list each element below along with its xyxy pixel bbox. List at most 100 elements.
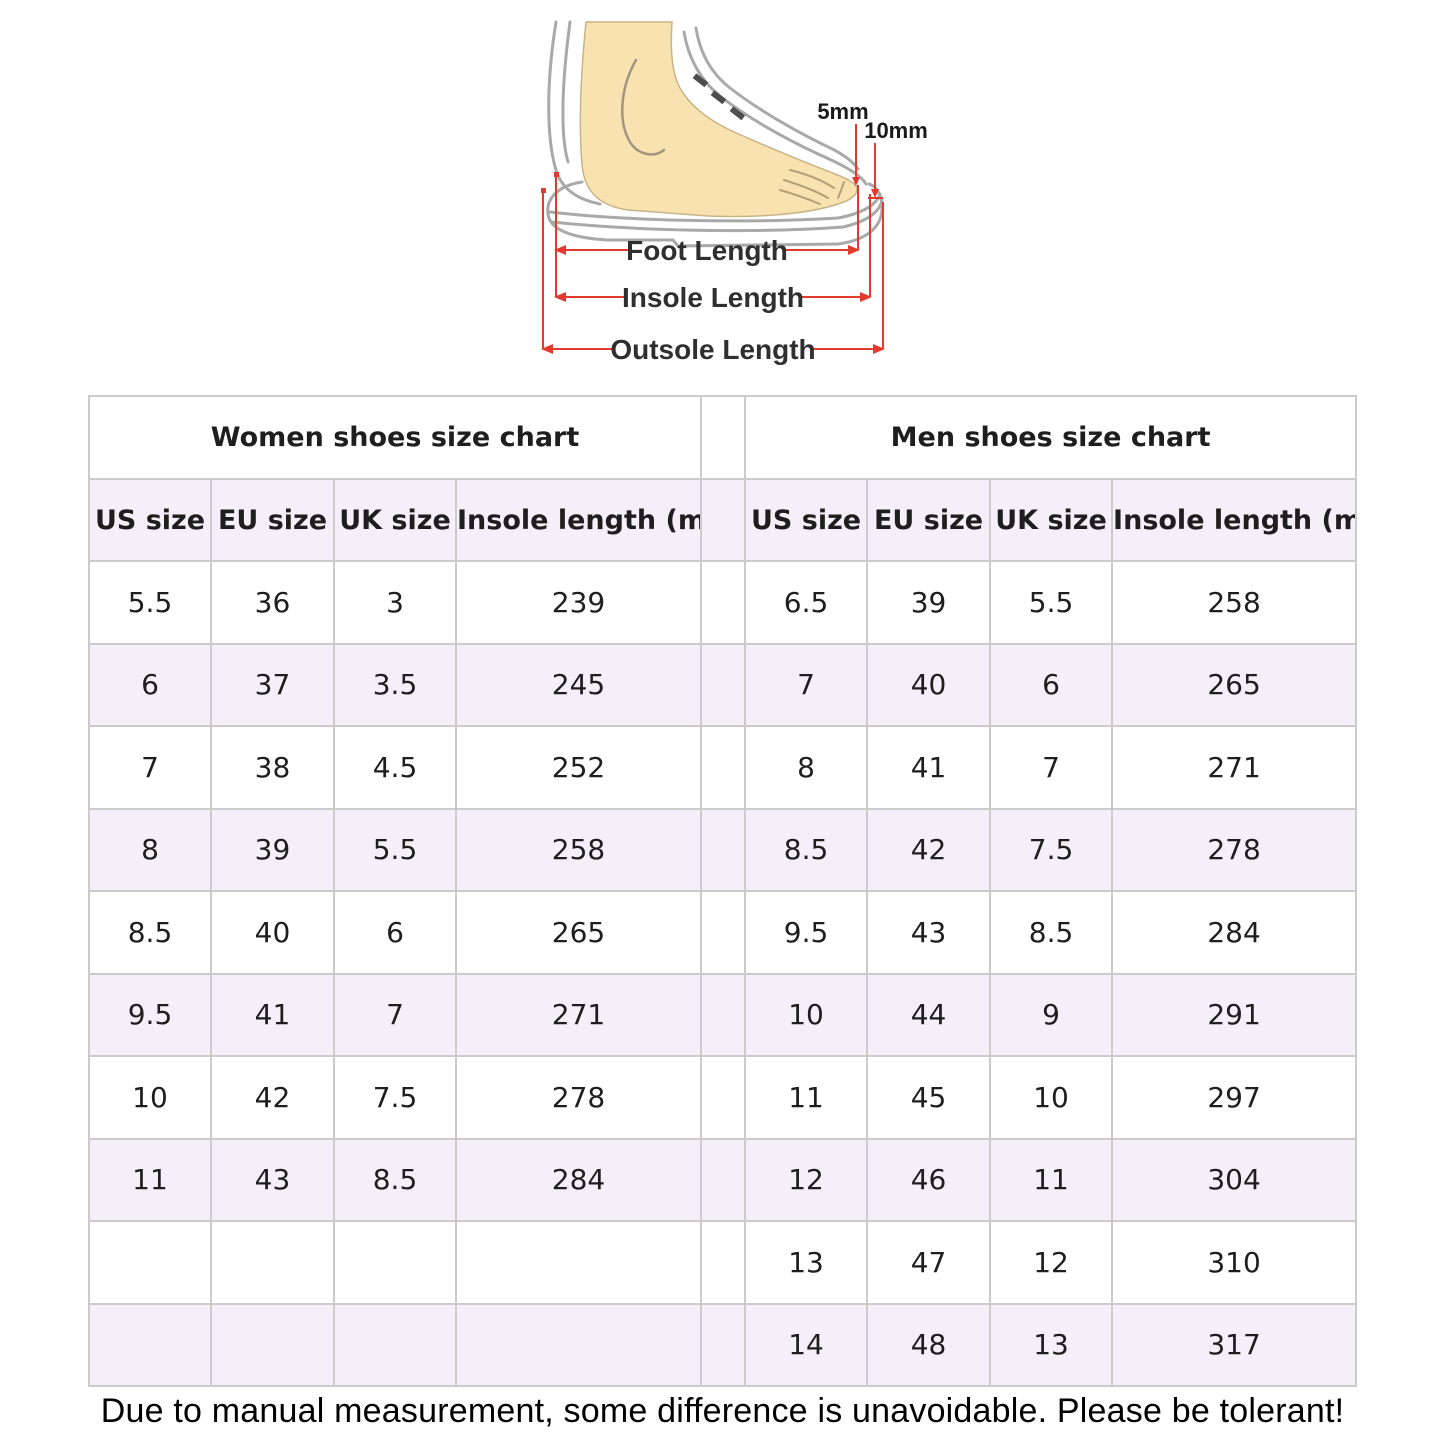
men-uk-cell: 8.5 <box>989 890 1114 975</box>
men-us-cell: 8 <box>744 725 869 810</box>
men-uk-cell: 10 <box>989 1055 1114 1140</box>
women-us-cell: 8 <box>88 807 212 892</box>
table-row: 6 37 3.5 245 7 40 6 265 <box>88 642 1358 727</box>
men-us-cell: 9.5 <box>744 890 869 975</box>
men-insole-cell: 278 <box>1111 807 1358 892</box>
foot-drawing <box>579 21 858 218</box>
men-uk-cell: 13 <box>989 1302 1114 1387</box>
women-eu-cell: 38 <box>210 725 335 810</box>
men-eu-cell: 43 <box>866 890 992 975</box>
toe-gap-10mm-label: 10mm <box>864 118 928 143</box>
table-gap <box>700 642 747 727</box>
women-us-cell: 5.5 <box>88 560 212 645</box>
table-gap <box>700 725 747 810</box>
women-col-insole: Insole length (mm) <box>454 478 703 562</box>
women-us-cell: 7 <box>88 725 212 810</box>
women-chart-title: Women shoes size chart <box>87 395 703 480</box>
women-us-cell <box>88 1220 212 1305</box>
table-gap <box>700 807 747 892</box>
women-us-cell: 10 <box>88 1055 212 1140</box>
women-insole-cell: 271 <box>454 972 703 1057</box>
women-insole-cell: 278 <box>454 1055 703 1140</box>
women-uk-cell: 3 <box>333 560 457 645</box>
women-eu-cell: 37 <box>210 642 335 727</box>
women-eu-cell: 36 <box>210 560 335 645</box>
men-us-cell: 11 <box>744 1055 869 1140</box>
women-uk-cell: 7.5 <box>333 1055 457 1140</box>
men-uk-cell: 12 <box>989 1220 1114 1305</box>
table-row: 14 48 13 317 <box>88 1302 1358 1387</box>
men-eu-cell: 44 <box>866 972 992 1057</box>
men-us-cell: 8.5 <box>744 807 869 892</box>
insole-length-label: Insole Length <box>622 282 804 313</box>
men-us-cell: 12 <box>744 1137 869 1222</box>
men-insole-cell: 304 <box>1111 1137 1358 1222</box>
men-eu-cell: 45 <box>866 1055 992 1140</box>
men-uk-cell: 11 <box>989 1137 1114 1222</box>
women-insole-cell: 239 <box>454 560 703 645</box>
table-row: 8 39 5.5 258 8.5 42 7.5 278 <box>88 807 1358 892</box>
women-uk-cell <box>333 1220 457 1305</box>
table-row: 10 42 7.5 278 11 45 10 297 <box>88 1055 1358 1140</box>
table-row: 7 38 4.5 252 8 41 7 271 <box>88 725 1358 810</box>
men-insole-cell: 297 <box>1111 1055 1358 1140</box>
women-insole-cell: 265 <box>454 890 703 975</box>
table-gap <box>700 1220 747 1305</box>
women-uk-cell <box>333 1302 457 1387</box>
women-uk-cell: 3.5 <box>333 642 457 727</box>
table-gap <box>700 1137 747 1222</box>
women-col-eu: EU size <box>210 478 335 562</box>
men-col-us: US size <box>744 478 869 562</box>
table-row: 13 47 12 310 <box>88 1220 1358 1305</box>
men-uk-cell: 9 <box>989 972 1114 1057</box>
women-insole-cell <box>454 1220 703 1305</box>
women-uk-cell: 5.5 <box>333 807 457 892</box>
women-col-us: US size <box>88 478 212 562</box>
men-uk-cell: 7.5 <box>989 807 1114 892</box>
men-us-cell: 14 <box>744 1302 869 1387</box>
men-uk-cell: 7 <box>989 725 1114 810</box>
women-us-cell: 8.5 <box>88 890 212 975</box>
men-insole-cell: 284 <box>1111 890 1358 975</box>
men-us-cell: 10 <box>744 972 869 1057</box>
women-eu-cell: 40 <box>210 890 335 975</box>
women-us-cell <box>88 1302 212 1387</box>
women-eu-cell <box>210 1220 335 1305</box>
men-eu-cell: 42 <box>866 807 992 892</box>
men-eu-cell: 39 <box>866 560 992 645</box>
women-uk-cell: 4.5 <box>333 725 457 810</box>
men-insole-cell: 291 <box>1111 972 1358 1057</box>
women-insole-cell: 245 <box>454 642 703 727</box>
women-us-cell: 9.5 <box>88 972 212 1057</box>
dimension-lines: Foot Length Insole Length Outsole Length <box>541 172 885 365</box>
men-us-cell: 13 <box>744 1220 869 1305</box>
table-gap <box>700 972 747 1057</box>
men-eu-cell: 48 <box>866 1302 992 1387</box>
table-gap <box>700 1055 747 1140</box>
outsole-length-label: Outsole Length <box>610 334 815 365</box>
lace-hooks-icon <box>692 73 746 121</box>
women-eu-cell: 41 <box>210 972 335 1057</box>
men-col-uk: UK size <box>989 478 1114 562</box>
women-insole-cell: 258 <box>454 807 703 892</box>
table-gap <box>700 560 747 645</box>
women-insole-cell <box>454 1302 703 1387</box>
table-gap <box>700 1302 747 1387</box>
women-insole-cell: 252 <box>454 725 703 810</box>
men-eu-cell: 41 <box>866 725 992 810</box>
women-eu-cell: 42 <box>210 1055 335 1140</box>
table-row: 5.5 36 3 239 6.5 39 5.5 258 <box>88 560 1358 645</box>
table-row: 8.5 40 6 265 9.5 43 8.5 284 <box>88 890 1358 975</box>
women-us-cell: 11 <box>88 1137 212 1222</box>
men-insole-cell: 258 <box>1111 560 1358 645</box>
women-eu-cell: 43 <box>210 1137 335 1222</box>
men-insole-cell: 317 <box>1111 1302 1358 1387</box>
shoe-measurement-illustration: 5mm 10mm Foot Length <box>538 20 942 380</box>
women-eu-cell: 39 <box>210 807 335 892</box>
measurement-disclaimer: Due to manual measurement, some differen… <box>100 1392 1345 1430</box>
table-gap <box>700 395 747 480</box>
women-us-cell: 6 <box>88 642 212 727</box>
toe-gap-5mm-label: 5mm <box>817 99 868 124</box>
men-us-cell: 6.5 <box>744 560 869 645</box>
table-row: 9.5 41 7 271 10 44 9 291 <box>88 972 1358 1057</box>
